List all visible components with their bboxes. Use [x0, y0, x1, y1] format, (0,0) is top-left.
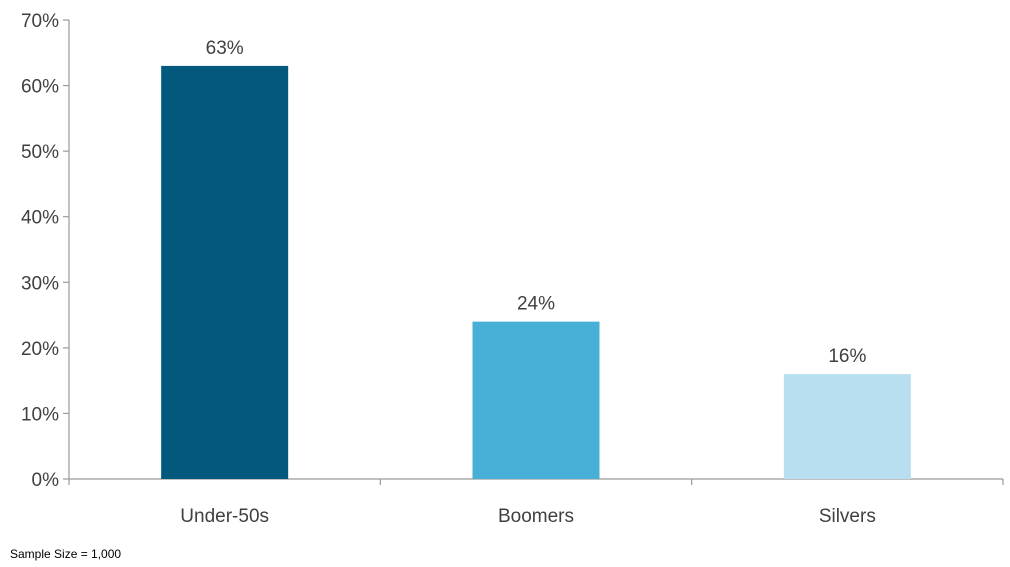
bar-silvers: [783, 374, 911, 479]
data-label: 63%: [206, 38, 244, 59]
y-tick-label: 60%: [21, 77, 59, 98]
bar-under-50s: [161, 65, 289, 480]
x-category-label: Boomers: [498, 506, 574, 527]
y-tick-label: 50%: [21, 142, 59, 163]
y-tick-label: 0%: [32, 470, 60, 491]
y-tick-label: 20%: [21, 339, 59, 360]
x-category-label: Silvers: [819, 506, 876, 527]
sample-size-footnote: Sample Size = 1,000: [10, 547, 122, 561]
y-tick-label: 10%: [21, 404, 59, 425]
y-tick-label: 30%: [21, 273, 59, 294]
y-tick-label: 70%: [21, 11, 59, 32]
data-label: 16%: [828, 346, 866, 367]
bar-boomers: [472, 321, 600, 479]
x-category-label: Under-50s: [180, 506, 269, 527]
data-label: 24%: [517, 294, 555, 315]
y-tick-label: 40%: [21, 208, 59, 229]
